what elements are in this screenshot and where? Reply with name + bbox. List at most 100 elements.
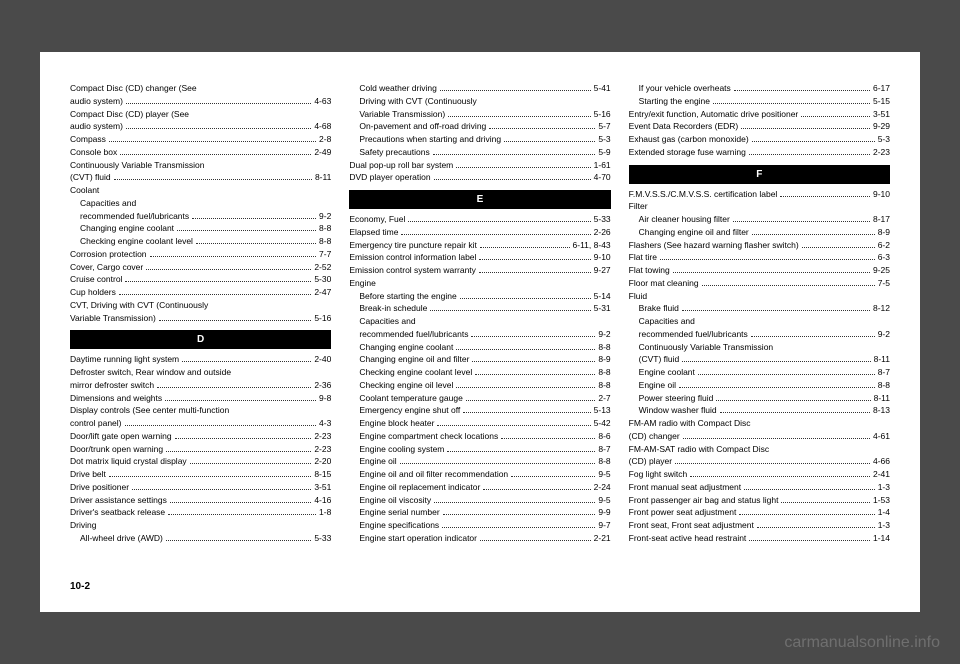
entry-label: Fluid [629,290,647,303]
index-entry: Precautions when starting and driving5-3 [349,133,610,146]
entry-label: Precautions when starting and driving [359,133,501,146]
leader-dots [698,374,875,375]
entry-page: 8-12 [873,302,890,315]
index-entry: Window washer fluid8-13 [629,404,890,417]
entry-page: 5-3 [878,133,890,146]
index-entry: Air cleaner housing filter8-17 [629,213,890,226]
entry-label: Cover, Cargo cover [70,261,143,274]
entry-label: Engine serial number [359,506,439,519]
index-entry: (CD) player4-66 [629,455,890,468]
entry-label: Corrosion protection [70,248,147,261]
entry-label: Emission control information label [349,251,476,264]
index-entry: Driver's seatback release1-8 [70,506,331,519]
entry-label: Front manual seat adjustment [629,481,741,494]
index-entry: control panel)4-3 [70,417,331,430]
entry-page: 2-23 [314,443,331,456]
index-entry: Checking engine coolant level8-8 [349,366,610,379]
index-entry: FM-AM radio with Compact Disc [629,417,890,430]
entry-page: 8-8 [598,366,610,379]
index-entry: audio system)4-63 [70,95,331,108]
leader-dots [479,272,591,273]
index-entry: Daytime running light system2-40 [70,353,331,366]
entry-label: Checking engine oil level [359,379,453,392]
entry-page: 2-7 [598,392,610,405]
entry-label: Compact Disc (CD) changer (See [70,82,197,95]
index-entry: Coolant [70,184,331,197]
entry-label: Cruise control [70,273,122,286]
leader-dots [182,361,311,362]
index-entry: Starting the engine5-15 [629,95,890,108]
column-2: Cold weather driving5-41Driving with CVT… [349,82,610,573]
index-entry: Engine oil8-8 [629,379,890,392]
index-entry: Capacities and [70,197,331,210]
leader-dots [456,349,595,350]
index-entry: Break-in schedule5-31 [349,302,610,315]
index-entry: Flat tire6-3 [629,251,890,264]
column-1: Compact Disc (CD) changer (Seeaudio syst… [70,82,331,573]
entry-page: 6-11, 8-43 [573,239,611,252]
index-entry: Flashers (See hazard warning flasher swi… [629,239,890,252]
entry-label: Flat tire [629,251,657,264]
entry-page: 4-70 [594,171,611,184]
entry-label: Changing engine oil and filter [359,353,469,366]
index-entry: Engine block heater5-42 [349,417,610,430]
index-entry: Exhaust gas (carbon monoxide)5-3 [629,133,890,146]
leader-dots [165,400,316,401]
entry-label: (CVT) fluid [639,353,680,366]
entry-page: 7-5 [878,277,890,290]
index-entry: Checking engine oil level8-8 [349,379,610,392]
entry-label: Power steering fluid [639,392,714,405]
entry-page: 1-3 [878,519,890,532]
leader-dots [475,374,595,375]
entry-label: Engine oil replacement indicator [359,481,480,494]
leader-dots [675,463,870,464]
entry-page: 9-25 [873,264,890,277]
page-number: 10-2 [70,581,890,592]
index-entry: (CVT) fluid 8-11 [629,353,890,366]
index-entry: Continuously Variable Transmission [70,159,331,172]
index-entry: Door/lift gate open warning2-23 [70,430,331,443]
index-entry: Engine [349,277,610,290]
entry-label: Fog light switch [629,468,688,481]
entry-page: 5-15 [873,95,890,108]
index-entry: Front-seat active head restraint 1-14 [629,532,890,545]
entry-label: Front-seat active head restraint [629,532,747,545]
index-entry: Engine start operation indicator2-21 [349,532,610,545]
index-entry: Front seat, Front seat adjustment1-3 [629,519,890,532]
entry-label: recommended fuel/lubricants [639,328,748,341]
leader-dots [448,116,590,117]
entry-page: 4-3 [319,417,331,430]
leader-dots [150,256,316,257]
entry-page: 9-8 [319,392,331,405]
entry-page: 9-10 [873,188,890,201]
leader-dots [401,234,590,235]
entry-label: On-pavement and off-road driving [359,120,486,133]
leader-dots [751,336,875,337]
index-entry: Front power seat adjustment1-4 [629,506,890,519]
leader-dots [196,243,316,244]
entry-label: Engine [349,277,375,290]
entry-label: Continuously Variable Transmission [639,341,774,354]
entry-label: mirror defroster switch [70,379,154,392]
index-entry: Changing engine oil and filter8-9 [349,353,610,366]
entry-page: 1-14 [873,532,890,545]
entry-page: 5-16 [594,108,611,121]
entry-page: 8-11 [874,353,890,366]
entry-label: F.M.V.S.S./C.M.V.S.S. certification labe… [629,188,778,201]
entry-page: 4-63 [314,95,331,108]
entry-page: 5-31 [594,302,611,315]
index-entry: Engine specifications9-7 [349,519,610,532]
entry-page: 2-24 [594,481,611,494]
entry-page: 9-10 [594,251,611,264]
section-header-f: F [629,165,890,184]
leader-dots [472,361,595,362]
entry-label: Emission control system warranty [349,264,476,277]
index-entry: Driving with CVT (Continuously [349,95,610,108]
entry-label: Engine block heater [359,417,434,430]
entry-label: Coolant temperature gauge [359,392,463,405]
entry-page: 9-2 [598,328,610,341]
entry-label: Variable Transmission) [359,108,445,121]
entry-label: Engine oil viscosity [359,494,431,507]
index-entry: Emergency tire puncture repair kit6-11, … [349,239,610,252]
entry-page: 5-16 [314,312,331,325]
